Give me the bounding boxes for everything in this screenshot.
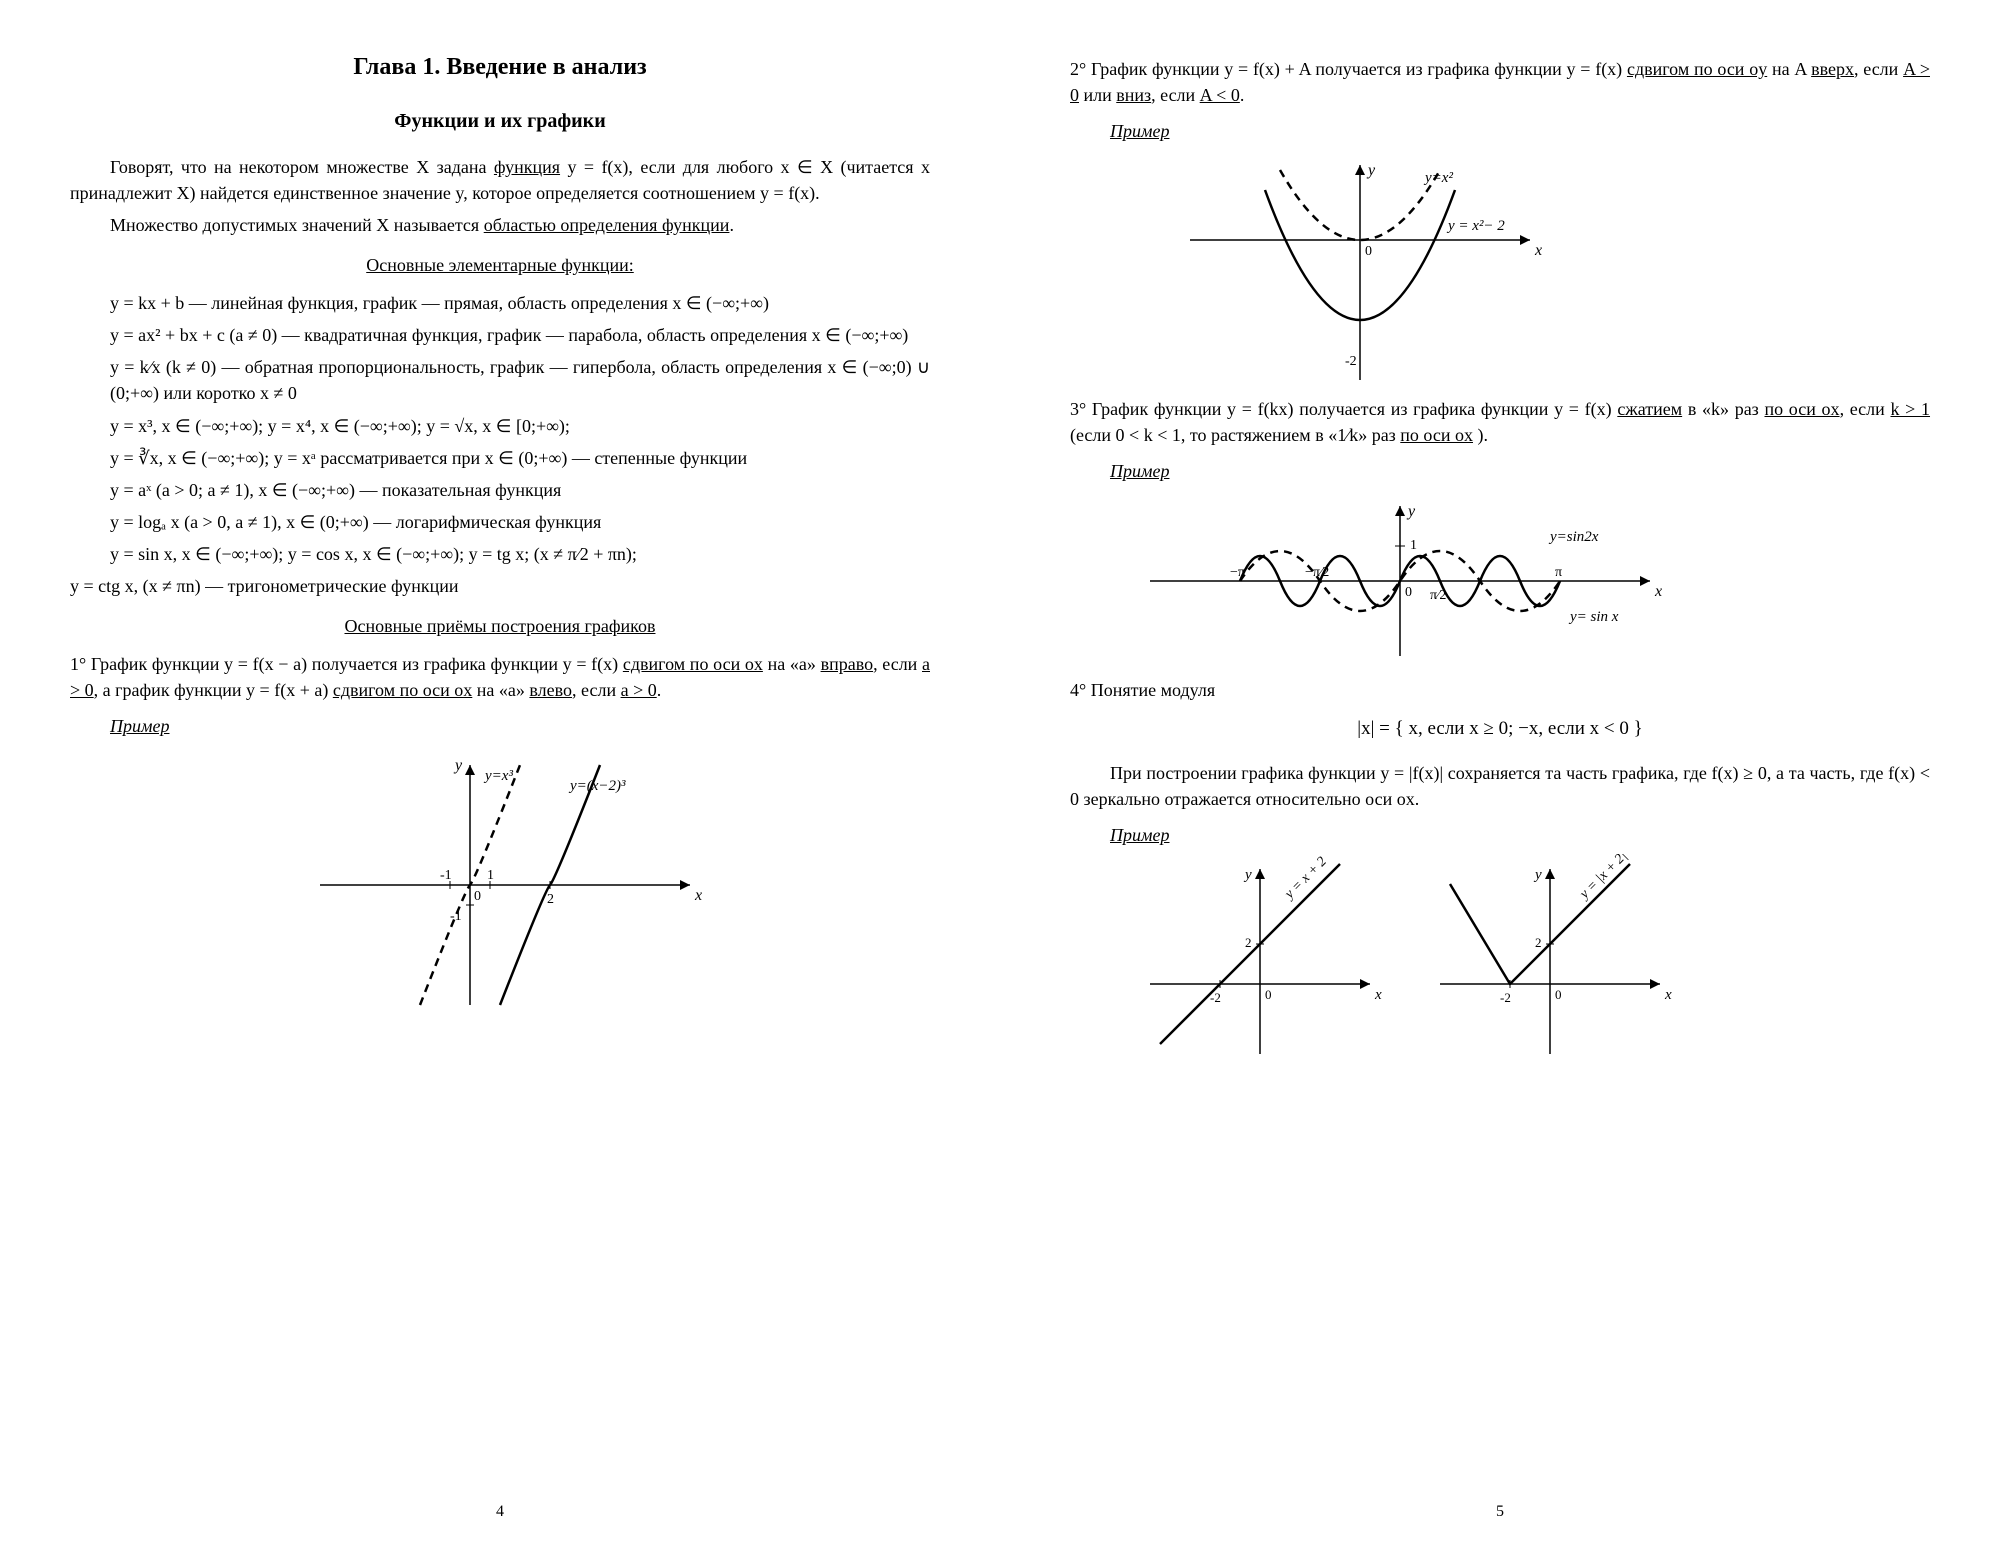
svg-text:1: 1 xyxy=(487,868,494,883)
graph-sine-compress: x y y=sin2x y= sin x −π −π⁄2 0 π⁄2 π 1 xyxy=(1130,491,1670,671)
svg-text:1: 1 xyxy=(1410,538,1417,553)
svg-text:y = x²− 2: y = x²− 2 xyxy=(1446,218,1505,234)
svg-text:2: 2 xyxy=(1245,935,1252,950)
func-trig-1: y = sin x, x ∈ (−∞;+∞); y = cos x, x ∈ (… xyxy=(70,541,930,567)
page-number-right: 5 xyxy=(1000,1500,2000,1523)
svg-text:y = x + 2: y = x + 2 xyxy=(1281,855,1330,904)
example-label-4: Пример xyxy=(1110,822,1930,848)
page-spread: Глава 1. Введение в анализ Функции и их … xyxy=(0,0,2000,1553)
svg-text:2: 2 xyxy=(547,892,554,907)
func-linear: y = kx + b — линейная функция, график — … xyxy=(70,290,930,316)
svg-text:0: 0 xyxy=(1265,987,1272,1002)
svg-text:−π⁄2: −π⁄2 xyxy=(1305,565,1329,580)
svg-text:y = |x + 2|: y = |x + 2| xyxy=(1576,854,1630,903)
func-trig-2: y = ctg x, (x ≠ πn) — тригонометрические… xyxy=(70,573,930,599)
svg-text:π⁄2: π⁄2 xyxy=(1430,588,1446,603)
svg-text:x: x xyxy=(1664,987,1672,1003)
method-1: 1° График функции y = f(x − a) получаетс… xyxy=(70,651,930,703)
graph-abs: x y y = |x + 2| -2 0 2 xyxy=(1420,854,1680,1064)
svg-text:−π: −π xyxy=(1230,565,1245,580)
svg-text:-2: -2 xyxy=(1210,990,1221,1005)
svg-text:y: y xyxy=(1366,162,1376,179)
svg-text:-2: -2 xyxy=(1500,990,1511,1005)
svg-text:y=x²: y=x² xyxy=(1423,170,1453,186)
func-logarithmic: y = logₐ x (a > 0, a ≠ 1), x ∈ (0;+∞) — … xyxy=(70,509,930,535)
svg-text:y=(x−2)³: y=(x−2)³ xyxy=(568,778,626,794)
svg-text:2: 2 xyxy=(1535,935,1542,950)
svg-text:x: x xyxy=(1534,242,1542,259)
subheading-elementary: Основные элементарные функции: xyxy=(70,252,930,278)
graph-line: x y y = x + 2 -2 0 2 xyxy=(1130,854,1390,1064)
graph-parabola-shift: x y y=x² y = x²− 2 0 -2 xyxy=(1170,150,1550,390)
svg-text:-2: -2 xyxy=(1345,354,1357,369)
svg-text:y= sin x: y= sin x xyxy=(1568,609,1619,625)
func-power-1: y = x³, x ∈ (−∞;+∞); y = x⁴, x ∈ (−∞;+∞)… xyxy=(70,413,930,439)
method-4-title: 4° Понятие модуля xyxy=(1070,677,1930,703)
paragraph-domain: Множество допустимых значений X называет… xyxy=(70,212,930,238)
svg-text:y: y xyxy=(1406,503,1416,520)
section-title: Функции и их графики xyxy=(70,107,930,136)
method-3: 3° График функции y = f(kx) получается и… xyxy=(1070,396,1930,448)
example-label-2: Пример xyxy=(1110,118,1930,144)
func-exponential: y = aˣ (a > 0; a ≠ 1), x ∈ (−∞;+∞) — пок… xyxy=(70,477,930,503)
func-hyperbola: y = k⁄x (k ≠ 0) — обратная пропорциональ… xyxy=(70,354,930,406)
method-2: 2° График функции y = f(x) + A получаетс… xyxy=(1070,56,1930,108)
svg-text:x: x xyxy=(1374,987,1382,1003)
func-quadratic: y = ax² + bx + c (a ≠ 0) — квадратичная … xyxy=(70,322,930,348)
svg-text:-1: -1 xyxy=(440,868,452,883)
svg-text:y: y xyxy=(453,757,463,774)
svg-text:x: x xyxy=(1654,583,1662,600)
subheading-methods: Основные приёмы построения графиков xyxy=(70,613,930,639)
svg-text:y: y xyxy=(1243,867,1252,883)
svg-text:y: y xyxy=(1533,867,1542,883)
svg-text:-1: -1 xyxy=(450,909,462,924)
svg-text:0: 0 xyxy=(1405,585,1412,600)
page-number-left: 4 xyxy=(0,1500,1000,1523)
example-label-3: Пример xyxy=(1110,458,1930,484)
page-left: Глава 1. Введение в анализ Функции и их … xyxy=(0,0,1000,1553)
svg-text:π: π xyxy=(1555,565,1562,580)
svg-text:0: 0 xyxy=(474,889,481,904)
method-4-text: При построении графика функции y = |f(x)… xyxy=(1070,760,1930,812)
graph-abs-pair: x y y = x + 2 -2 0 2 x y y = |x + 2| xyxy=(1130,854,1930,1064)
func-power-2: y = ∛x, x ∈ (−∞;+∞); y = xᵃ рассматривае… xyxy=(70,445,930,471)
svg-text:y=x³: y=x³ xyxy=(483,768,513,784)
svg-text:0: 0 xyxy=(1365,244,1372,259)
example-label-1: Пример xyxy=(110,713,930,739)
chapter-title: Глава 1. Введение в анализ xyxy=(70,50,930,85)
page-right: 2° График функции y = f(x) + A получаетс… xyxy=(1000,0,2000,1553)
paragraph-definition: Говорят, что на некотором множестве X за… xyxy=(70,154,930,206)
abs-definition: |x| = { x, если x ≥ 0; −x, если x < 0 } xyxy=(1070,715,1930,743)
svg-text:y=sin2x: y=sin2x xyxy=(1548,529,1599,545)
svg-text:0: 0 xyxy=(1555,987,1562,1002)
svg-text:x: x xyxy=(694,887,702,904)
graph-cubic-shift: x y y=x³ y=(x−2)³ -1 0 1 2 -1 xyxy=(290,745,710,1025)
